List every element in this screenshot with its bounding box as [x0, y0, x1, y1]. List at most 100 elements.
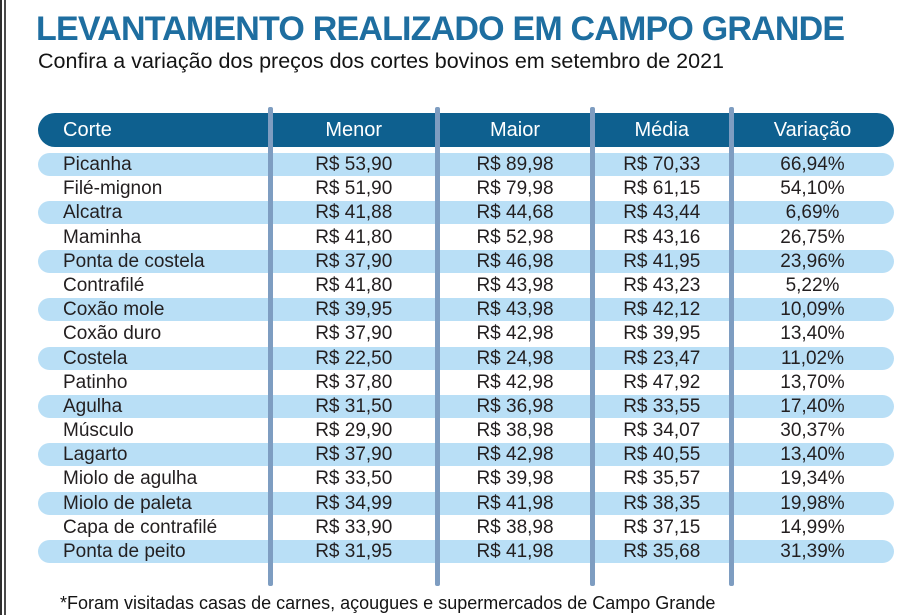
cut-name: Ponta de costela — [63, 250, 205, 272]
cell-value: R$ 51,90 — [315, 178, 393, 200]
cell-value: R$ 41,88 — [315, 202, 393, 224]
table-row: Filé-mignon R$ 51,90 R$ 79,98 R$ 61,15 54,10… — [38, 177, 894, 200]
cut-name: Maminha — [63, 226, 142, 248]
cut-name: Agulha — [63, 395, 123, 417]
cell-value: 26,75% — [780, 226, 845, 248]
cell-value: R$ 41,98 — [476, 492, 554, 514]
cell-value: R$ 35,57 — [623, 468, 701, 490]
cell-value: R$ 43,98 — [476, 299, 554, 321]
cell-value: R$ 42,98 — [476, 323, 554, 345]
cut-name: Miolo de paleta — [63, 492, 192, 514]
cell-value: R$ 46,98 — [476, 250, 554, 272]
cell-value: R$ 47,92 — [623, 371, 701, 393]
cell-value: R$ 41,80 — [315, 274, 393, 296]
cut-name: Músculo — [63, 420, 134, 442]
table-row: Músculo R$ 29,90 R$ 38,98 R$ 34,07 30,37% — [38, 419, 894, 442]
cell-value: 30,37% — [780, 420, 845, 442]
cell-value: 13,40% — [780, 444, 845, 466]
table-header-row: Corte Menor Maior Média Variação — [38, 113, 894, 147]
cell-value: R$ 38,35 — [623, 492, 701, 514]
table-row: Agulha R$ 31,50 R$ 36,98 R$ 33,55 17,40% — [38, 394, 894, 418]
column-separator — [728, 107, 734, 586]
cell-value: R$ 36,98 — [476, 395, 554, 417]
column-separator — [267, 107, 273, 586]
page-subtitle: Confira a variação dos preços dos cortes… — [38, 49, 724, 73]
cell-value: 19,34% — [780, 468, 845, 490]
cell-value: R$ 44,68 — [476, 202, 554, 224]
cut-name: Costela — [63, 347, 128, 369]
cell-value: R$ 39,95 — [315, 299, 393, 321]
cell-value: R$ 34,99 — [315, 492, 393, 514]
cut-name: Alcatra — [63, 202, 123, 224]
cut-name: Coxão mole — [63, 299, 165, 321]
cell-value: R$ 37,80 — [315, 371, 393, 393]
table-row: Patinho R$ 37,80 R$ 42,98 R$ 47,92 13,70% — [38, 371, 894, 394]
cell-value: R$ 31,50 — [315, 395, 393, 417]
table-row: Ponta de costela R$ 37,90 R$ 46,98 R$ 41,95… — [38, 249, 894, 273]
cell-value: 13,40% — [780, 323, 845, 345]
cut-name: Coxão duro — [63, 323, 162, 345]
table-row: Miolo de agulha R$ 33,50 R$ 39,98 R$ 35,57 1… — [38, 467, 894, 490]
cell-value: R$ 22,50 — [315, 347, 393, 369]
cell-value: 11,02% — [780, 347, 845, 369]
cell-value: R$ 29,90 — [315, 420, 393, 442]
cell-value: R$ 37,90 — [315, 250, 393, 272]
cut-name: Patinho — [63, 371, 128, 393]
table-row: Picanha R$ 53,90 R$ 89,98 R$ 70,33 66,94% — [38, 153, 894, 176]
cut-name: Ponta de peito — [63, 541, 186, 562]
cell-value: R$ 24,98 — [476, 347, 554, 369]
cell-value: R$ 61,15 — [623, 178, 701, 200]
page-title: LEVANTAMENTO REALIZADO EM CAMPO GRANDE — [36, 9, 845, 48]
cell-value: R$ 43,98 — [476, 274, 554, 296]
cell-value: R$ 35,68 — [623, 541, 701, 562]
cell-value: R$ 43,16 — [623, 226, 701, 248]
table-row: Contrafilé R$ 41,80 R$ 43,98 R$ 43,23 5,22% — [38, 274, 894, 297]
table-row: Maminha R$ 41,80 R$ 52,98 R$ 43,16 26,75% — [38, 226, 894, 249]
cell-value: R$ 41,95 — [623, 250, 701, 272]
column-header-menor: Menor — [325, 119, 383, 141]
cell-value: R$ 37,90 — [315, 444, 393, 466]
column-header-maior: Maior — [489, 119, 540, 141]
cell-value: R$ 37,90 — [315, 323, 393, 345]
cell-value: R$ 52,98 — [476, 226, 554, 248]
cell-value: R$ 43,23 — [623, 274, 701, 296]
column-header-variacao: Variação — [773, 119, 852, 141]
cell-value: R$ 41,80 — [315, 226, 393, 248]
table-row: Ponta de peito R$ 31,95 R$ 41,98 R$ 35,68 31… — [38, 540, 894, 563]
cell-value: 54,10% — [780, 178, 845, 200]
cell-value: R$ 70,33 — [623, 154, 701, 175]
left-edge-line — [0, 0, 2, 615]
cell-value: 17,40% — [780, 395, 845, 417]
cut-name: Capa de contrafilé — [63, 516, 218, 538]
cell-value: 5,22% — [785, 274, 840, 296]
cell-value: R$ 39,95 — [623, 323, 701, 345]
column-separator — [435, 107, 440, 586]
cell-value: R$ 53,90 — [315, 154, 393, 175]
cell-value: 10,09% — [780, 299, 845, 321]
cell-value: R$ 33,50 — [315, 468, 393, 490]
cell-value: R$ 31,95 — [315, 541, 393, 562]
table-row: Lagarto R$ 37,90 R$ 42,98 R$ 40,55 13,40% — [38, 443, 894, 467]
table-row: Miolo de paleta R$ 34,99 R$ 41,98 R$ 38,35 1… — [38, 491, 894, 515]
cell-value: R$ 40,55 — [623, 444, 701, 466]
table-row: Costela R$ 22,50 R$ 24,98 R$ 23,47 11,02% — [38, 346, 894, 370]
price-table: Corte Menor Maior Média Variação Picanha… — [38, 113, 894, 564]
cell-value: 23,96% — [780, 250, 845, 272]
table-row: Capa de contrafilé R$ 33,90 R$ 38,98 R$ 37,… — [38, 516, 894, 539]
cut-name: Contrafilé — [63, 274, 145, 296]
cell-value: R$ 37,15 — [623, 516, 701, 538]
table-row: Alcatra R$ 41,88 R$ 44,68 R$ 43,44 6,69% — [38, 201, 894, 225]
cell-value: R$ 41,98 — [476, 541, 554, 562]
cell-value: 19,98% — [780, 492, 845, 514]
cell-value: R$ 42,98 — [476, 444, 554, 466]
cell-value: R$ 39,98 — [476, 468, 554, 490]
table-row: Coxão mole R$ 39,95 R$ 43,98 R$ 42,12 10,09% — [38, 298, 894, 322]
cut-name: Picanha — [63, 154, 132, 175]
cell-value: R$ 42,98 — [476, 371, 554, 393]
column-header-media: Média — [634, 119, 689, 141]
cell-value: R$ 89,98 — [476, 154, 554, 175]
cell-value: 66,94% — [780, 154, 845, 175]
cell-value: 13,70% — [780, 371, 845, 393]
cell-value: 6,69% — [785, 202, 840, 224]
